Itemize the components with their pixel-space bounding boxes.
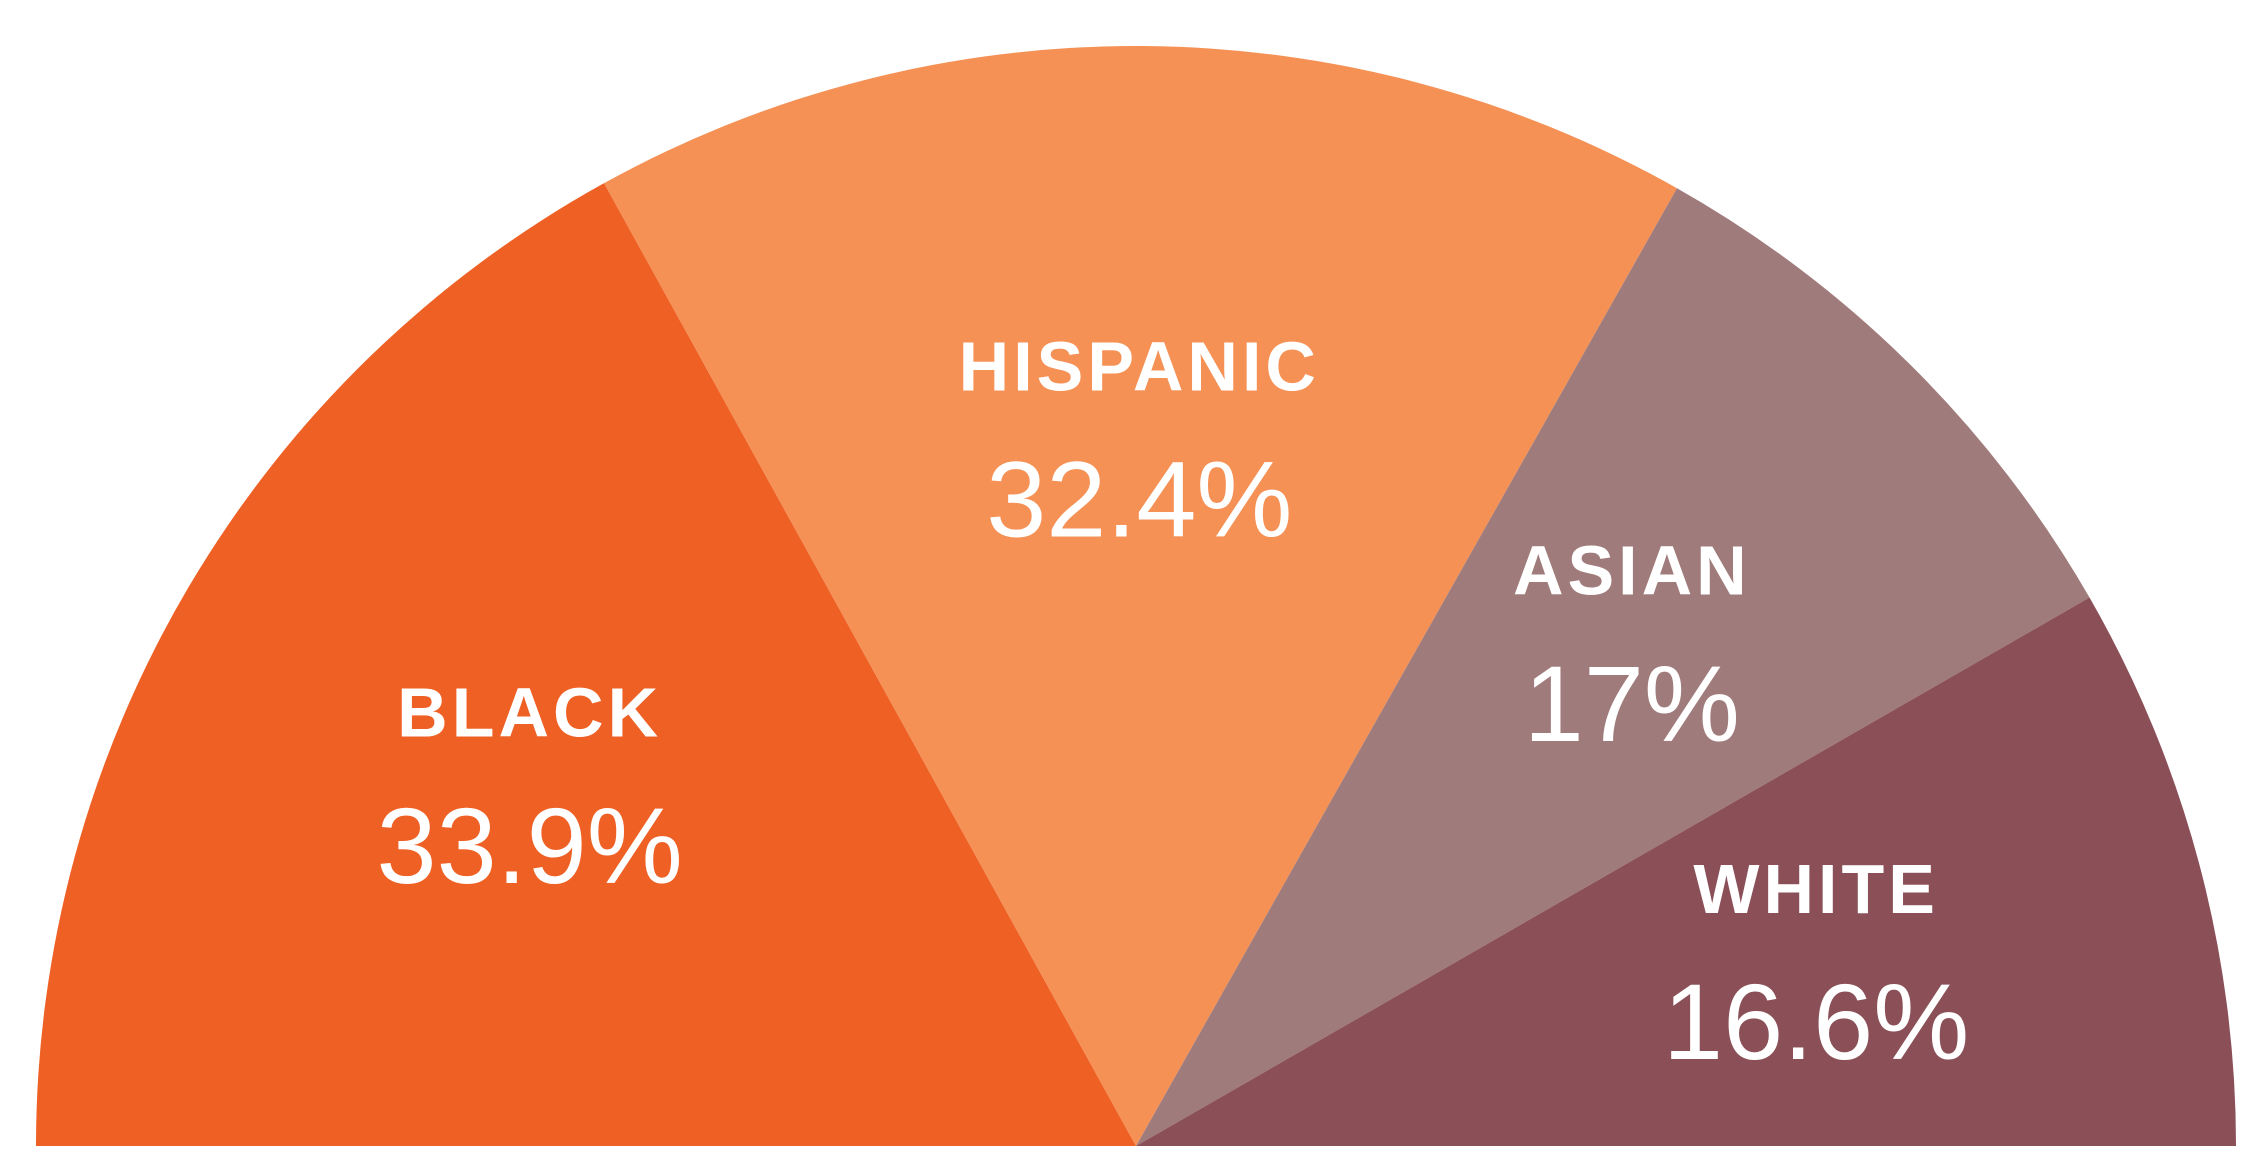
value-label: 32.4% bbox=[986, 439, 1292, 560]
slice-label: ASIAN bbox=[1513, 532, 1751, 610]
slice-label: HISPANIC bbox=[959, 327, 1320, 405]
value-label: 16.6% bbox=[1663, 961, 1969, 1082]
pie-slice bbox=[1136, 597, 2236, 1146]
pie-slice bbox=[36, 183, 1136, 1146]
value-label: 33.9% bbox=[377, 785, 683, 906]
slice-label: WHITE bbox=[1693, 850, 1939, 928]
pie-slice bbox=[1136, 188, 2090, 1146]
value-label: 17% bbox=[1524, 643, 1740, 764]
slice-label: BLACK bbox=[397, 674, 662, 752]
pie-slice bbox=[604, 45, 1677, 1146]
